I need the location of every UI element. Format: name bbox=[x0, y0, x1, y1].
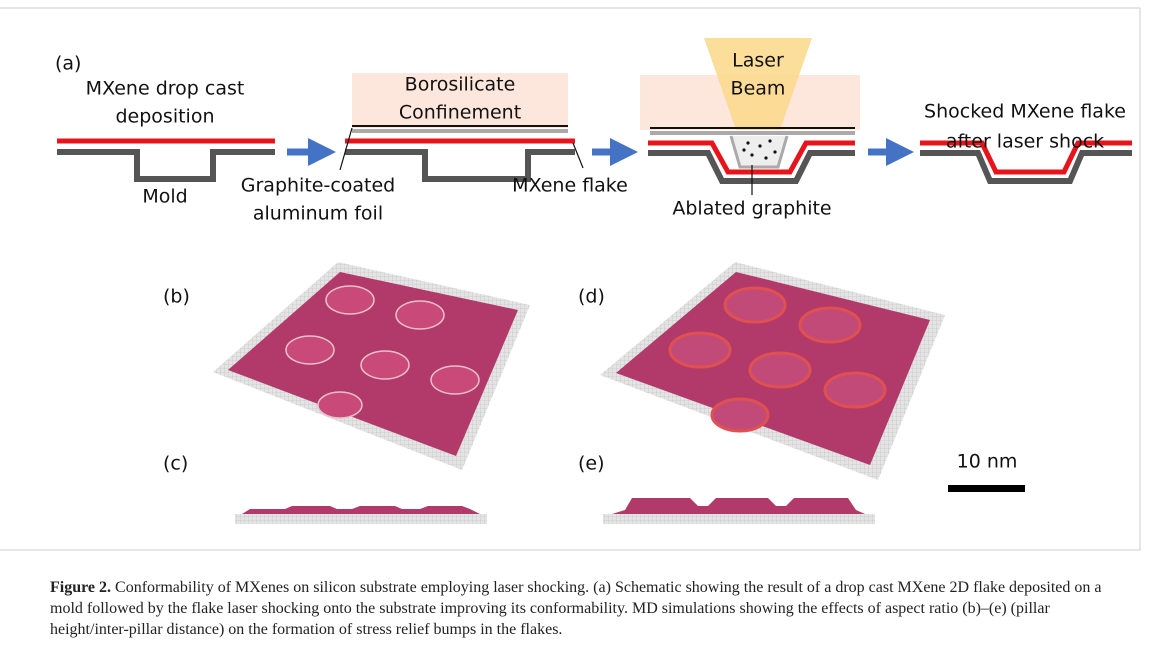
label: MXene drop cast bbox=[86, 78, 245, 100]
label: Ablated graphite bbox=[672, 198, 831, 220]
page: (a) MXene drop cast deposition Mold Boro… bbox=[0, 0, 1153, 669]
caption: Figure 2. Conformability of MXenes on si… bbox=[50, 577, 1110, 640]
label: MXene flake bbox=[512, 175, 628, 197]
label: Graphite-coated bbox=[241, 175, 395, 197]
panel-label: (e) bbox=[578, 453, 605, 475]
panel-label: (b) bbox=[163, 286, 190, 308]
label: Beam bbox=[731, 78, 786, 100]
figure: (a) MXene drop cast deposition Mold Boro… bbox=[0, 0, 1153, 669]
label: aluminum foil bbox=[253, 203, 383, 225]
simulation-e bbox=[603, 498, 875, 524]
label: after laser shock bbox=[946, 131, 1104, 153]
schematic-1 bbox=[57, 141, 275, 179]
label: Mold bbox=[142, 186, 187, 208]
label: Laser bbox=[732, 50, 784, 72]
simulation-b bbox=[213, 262, 530, 470]
simulation-d bbox=[600, 262, 945, 480]
label: Borosilicate bbox=[405, 74, 516, 96]
label: Confinement bbox=[399, 102, 521, 124]
panel-label: (c) bbox=[163, 453, 188, 475]
scale-label: 10 nm bbox=[957, 451, 1018, 473]
label: deposition bbox=[115, 106, 214, 128]
panel-label: (d) bbox=[578, 286, 605, 308]
scale-bar bbox=[948, 485, 1025, 492]
caption-text: Conformability of MXenes on silicon subs… bbox=[50, 579, 1101, 638]
label: Shocked MXene flake bbox=[924, 101, 1126, 123]
simulation-c bbox=[235, 506, 487, 524]
panel-label: (a) bbox=[55, 53, 81, 75]
caption-label: Figure 2. bbox=[50, 579, 111, 596]
